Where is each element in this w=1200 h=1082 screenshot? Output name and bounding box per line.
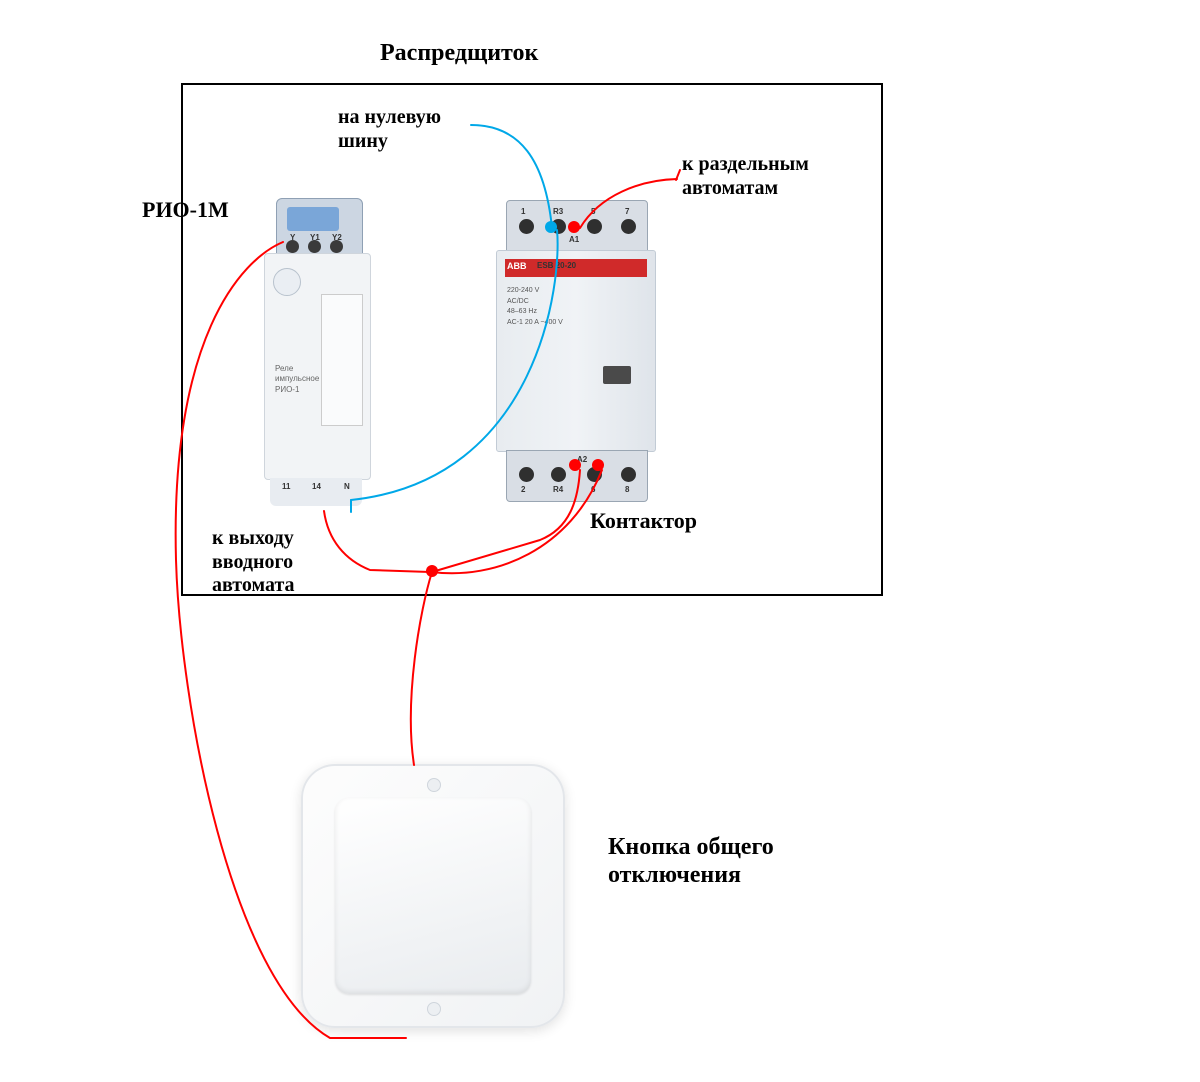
switch-name-label: Кнопка общего отключения <box>608 833 774 890</box>
switch-screw-icon <box>427 778 441 792</box>
relay-body: Реле импульсное РИО-1 <box>264 253 371 480</box>
neutral-bus-label: на нулевую шину <box>338 106 441 153</box>
wall-switch[interactable] <box>301 764 565 1028</box>
contactor-spec-line: 220-240 V <box>507 286 563 297</box>
contactor-name-label: Контактор <box>590 508 697 534</box>
contactor-spec-line: 48–63 Hz <box>507 307 563 318</box>
contactor-spec: 220-240 V AC/DC 48–63 Hz AC-1 20 A ~400 … <box>507 286 563 328</box>
contactor-spec-line: AC/DC <box>507 297 563 308</box>
contactor-a1-label: A1 <box>569 235 579 244</box>
contactor-screw-icon <box>519 219 534 234</box>
relay-wiring-diagram-icon <box>321 294 363 426</box>
relay-blue-strip <box>287 207 339 231</box>
relay-screw-icon <box>330 240 343 253</box>
relay-text-line: РИО-1 <box>275 385 319 395</box>
relay-screw-icon <box>308 240 321 253</box>
relay-brand-mark <box>273 268 301 296</box>
contactor-top-label: R3 <box>553 207 563 216</box>
contactor-body: ABB ESB 20-20 220-240 V AC/DC 48–63 Hz A… <box>496 250 656 452</box>
contactor-screw-icon <box>551 467 566 482</box>
to-breakers-label: к раздельным автоматам <box>682 153 809 200</box>
contactor-indicator-icon <box>603 366 631 384</box>
phase-wire <box>411 572 432 765</box>
contactor-a1-blue-dot <box>545 221 557 233</box>
contactor-a2-red-dot <box>569 459 581 471</box>
contactor-bot-label: 6 <box>591 485 595 494</box>
contactor-top-label: 5 <box>591 207 595 216</box>
contactor-spec-line: AC-1 20 A ~400 V <box>507 318 563 329</box>
switch-button[interactable] <box>335 798 531 994</box>
contactor-top-label: 1 <box>521 207 525 216</box>
switch-screw-icon <box>427 1002 441 1016</box>
contactor-screw-icon <box>587 219 602 234</box>
relay-screw-icon <box>286 240 299 253</box>
contactor-top-red-dot <box>568 221 580 233</box>
contactor-device: 1 R3 5 7 A1 ABB ESB 20-20 220-240 V AC/D… <box>496 200 654 500</box>
contactor-bot-label: 8 <box>625 485 629 494</box>
relay-text-line: Реле <box>275 364 319 374</box>
input-breaker-label: к выходу вводного автомата <box>212 527 295 598</box>
relay-name-label: РИО-1М <box>142 197 229 223</box>
contactor-model: ESB 20-20 <box>537 261 576 270</box>
relay-text-block: Реле импульсное РИО-1 <box>275 364 319 395</box>
contactor-top-label: 7 <box>625 207 629 216</box>
contactor-screw-icon <box>621 219 636 234</box>
relay-bot-label-n: N <box>344 482 350 491</box>
relay-bot-label-14: 14 <box>312 482 321 491</box>
panel-title: Распредщиток <box>380 39 538 67</box>
contactor-screw-icon <box>621 467 636 482</box>
relay-device: Y Y1 Y2 Реле импульсное РИО-1 11 14 N <box>264 198 369 506</box>
junction-red-dot <box>426 565 438 577</box>
contactor-bottom-terminal: 2 R4 6 8 A2 <box>506 450 648 502</box>
contactor-bot-label: 2 <box>521 485 525 494</box>
contactor-bot-red-dot <box>592 459 604 471</box>
relay-bot-label-11: 11 <box>282 482 290 491</box>
contactor-bot-label: R4 <box>553 485 563 494</box>
contactor-screw-icon <box>519 467 534 482</box>
relay-text-line: импульсное <box>275 374 319 384</box>
contactor-brand: ABB <box>507 261 527 271</box>
